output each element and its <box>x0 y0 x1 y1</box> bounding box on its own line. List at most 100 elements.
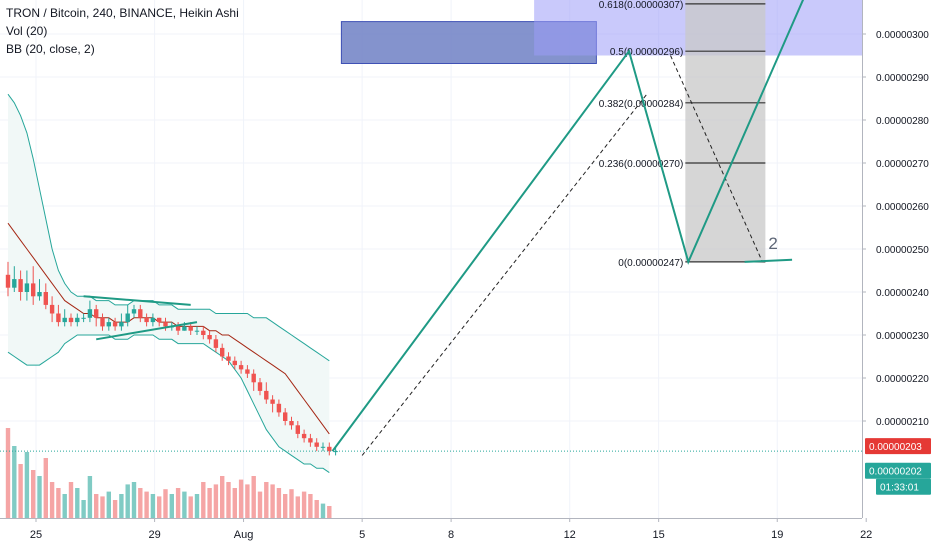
x-tick-label: 12 <box>564 529 576 541</box>
volume-bar <box>295 496 300 518</box>
volume-bar <box>94 494 99 518</box>
volume-bar <box>270 484 275 518</box>
volume-bar <box>245 484 250 518</box>
y-tick-label: 0.00000230 <box>876 331 929 342</box>
volume-bar <box>201 482 206 518</box>
grid-lines <box>0 0 867 518</box>
volume-bar <box>87 476 93 518</box>
fib-level-label: 0.618(0.00000307) <box>599 0 684 11</box>
candle-body <box>12 279 17 288</box>
price-axis-bg <box>862 0 932 550</box>
y-tick-label: 0.00000280 <box>876 116 929 127</box>
drawings[interactable]: 0.618(0.00000307) 0.5(0.00000296) 0.382(0.… <box>0 0 862 456</box>
volume-bar <box>175 488 181 518</box>
candle-body <box>125 313 130 323</box>
volume-bar <box>150 494 156 518</box>
dashed-line <box>670 55 763 263</box>
candle-body <box>31 283 36 297</box>
candle-body <box>43 292 48 305</box>
candle-body <box>232 360 237 366</box>
candle-body <box>87 309 93 318</box>
volume-bar <box>24 452 30 518</box>
volume-bar <box>251 476 256 518</box>
candle-body <box>327 446 332 452</box>
candle-body <box>245 369 250 374</box>
volume-bar <box>49 482 55 518</box>
fib-box <box>685 0 766 262</box>
candle-body <box>333 451 338 453</box>
volume-bar <box>144 491 149 518</box>
volume-bar <box>163 489 168 518</box>
volume-bar <box>238 479 244 518</box>
candle-body <box>289 421 294 426</box>
trendline-lower <box>96 321 198 341</box>
candle-body <box>301 433 307 439</box>
wave-label: 2 <box>768 234 777 253</box>
volume-bar <box>220 476 225 518</box>
candle-body <box>37 292 42 297</box>
candle-body <box>264 390 269 400</box>
volume-bar <box>327 506 332 518</box>
volume-indicator-label[interactable]: Vol (20) <box>6 24 48 38</box>
fib-level-label: 0.382(0.00000284) <box>599 99 684 110</box>
candle-body <box>100 317 105 327</box>
projection-path <box>331 0 805 452</box>
candle-body <box>295 425 300 434</box>
y-tick-label: 0.00000210 <box>876 417 929 428</box>
volume-bar <box>12 446 17 518</box>
volume-bar <box>157 496 162 518</box>
volume-bar <box>138 488 143 518</box>
candle-body <box>320 446 326 448</box>
y-tick-label: 0.00000250 <box>876 245 929 256</box>
volume-bar <box>308 494 313 518</box>
candle-body <box>314 442 319 447</box>
time-axis-bg <box>0 518 932 550</box>
volume-bar <box>56 488 61 518</box>
x-tick-label: 22 <box>860 529 872 541</box>
volume-bar <box>182 491 187 518</box>
candle-body <box>49 304 55 314</box>
candle-body <box>194 330 200 332</box>
candle-body <box>175 326 181 331</box>
x-tick-label: 8 <box>448 529 454 541</box>
volume-bar <box>62 494 67 518</box>
volume-bar <box>37 476 42 518</box>
candle-body <box>276 403 282 413</box>
volume-bar <box>125 484 130 518</box>
candle-body <box>68 317 74 323</box>
candle-body <box>238 365 244 370</box>
volume-bar <box>100 496 105 518</box>
y-tick-label: 0.00000240 <box>876 288 929 299</box>
volume-bar <box>264 482 269 518</box>
volume-bar <box>226 482 231 518</box>
candle-body <box>5 274 11 288</box>
candle-body <box>62 317 67 323</box>
candle-body <box>75 317 80 323</box>
bollinger-upper <box>7 93 330 362</box>
volume-bar <box>289 489 294 518</box>
candle-body <box>24 283 30 292</box>
volume-bar <box>301 491 307 518</box>
candle-body <box>94 309 99 318</box>
volume-bar <box>31 470 36 518</box>
volume-bar <box>257 491 263 518</box>
candle-body <box>138 309 143 318</box>
candle-body <box>213 339 219 348</box>
x-tick-label: 19 <box>771 529 783 541</box>
volume-bar <box>5 428 11 518</box>
volume-bar <box>119 494 124 518</box>
volume-bar <box>81 500 86 518</box>
volume-bar <box>213 484 219 518</box>
bollinger-indicator-label[interactable]: BB (20, close, 2) <box>6 42 95 56</box>
countdown-label: 01:33:01 <box>880 483 919 494</box>
x-tick-label: 29 <box>148 529 160 541</box>
price-label: 0.00000202 <box>869 467 922 478</box>
candle-body <box>56 313 61 323</box>
symbol-title[interactable]: TRON / Bitcoin, 240, BINANCE, Heikin Ash… <box>6 6 239 20</box>
x-tick-label: 5 <box>359 529 365 541</box>
volume-bar <box>188 496 193 518</box>
candle-body <box>131 309 137 314</box>
candle-body <box>144 317 149 323</box>
